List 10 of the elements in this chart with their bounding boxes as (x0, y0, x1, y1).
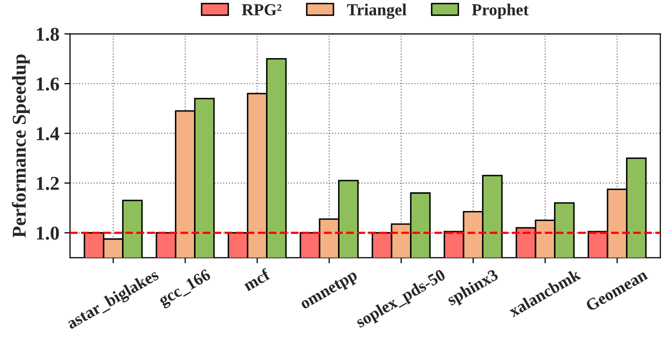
y-tick-label: 1.6 (36, 77, 60, 91)
legend-label: Triangel (347, 4, 406, 19)
y-tick-label: 1.8 (36, 28, 59, 41)
legend-label: RPG² (242, 4, 282, 16)
y-tick-label: 1.2 (36, 176, 59, 190)
y-tick-label: 1.0 (36, 226, 59, 240)
y-tick-label: 1.4 (36, 127, 60, 140)
y-axis-title: Performance Speedup (12, 54, 30, 238)
legend-label: Prophet (472, 4, 529, 19)
x-tick-label: mcf (242, 268, 272, 292)
